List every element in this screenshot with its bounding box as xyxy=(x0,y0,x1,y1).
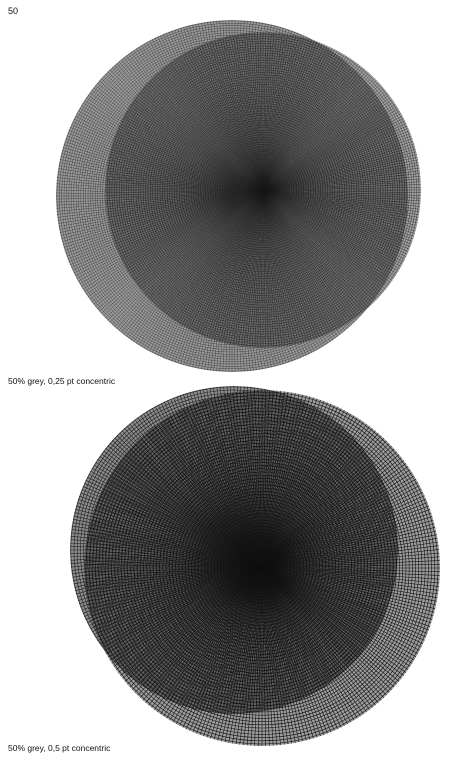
figure-caption-bottom: 50% grey, 0,5 pt concentric xyxy=(8,743,111,753)
moire-figure-fine xyxy=(56,20,421,372)
figure-caption-top: 50% grey, 0,25 pt concentric xyxy=(8,376,116,386)
moire-figure-coarse xyxy=(70,386,440,746)
page-number: 50 xyxy=(8,6,19,16)
disc-pattern-b xyxy=(105,32,421,348)
disc-pattern-b xyxy=(84,390,440,746)
